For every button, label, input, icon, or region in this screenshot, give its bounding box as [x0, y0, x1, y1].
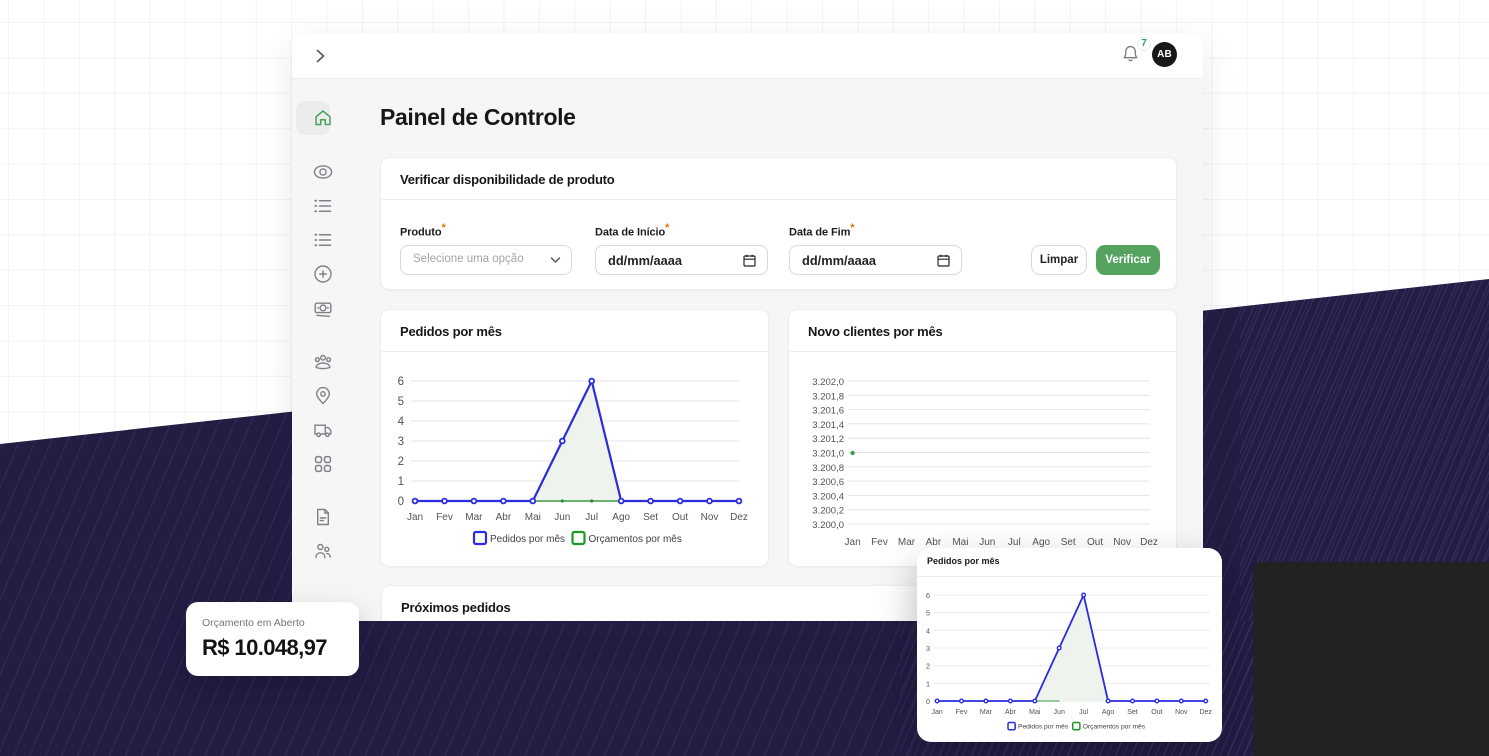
svg-text:Jul: Jul: [1079, 709, 1088, 716]
svg-text:2: 2: [926, 662, 930, 671]
svg-text:Dez: Dez: [730, 512, 748, 523]
svg-text:Mai: Mai: [952, 537, 968, 548]
svg-text:Jun: Jun: [554, 512, 570, 523]
svg-text:Ago: Ago: [612, 512, 630, 523]
svg-text:3.202,0: 3.202,0: [812, 377, 844, 388]
svg-text:2: 2: [398, 456, 404, 468]
svg-text:Orçamentos por mês: Orçamentos por mês: [1083, 724, 1146, 731]
svg-text:3.201,8: 3.201,8: [812, 391, 844, 402]
svg-text:Jan: Jan: [845, 537, 861, 548]
svg-text:Out: Out: [672, 512, 688, 523]
svg-text:Mar: Mar: [898, 537, 916, 548]
svg-text:Set: Set: [643, 512, 658, 523]
svg-text:Jul: Jul: [585, 512, 598, 523]
svg-text:Set: Set: [1061, 537, 1076, 548]
svg-text:3.200,8: 3.200,8: [812, 463, 844, 474]
svg-text:3.201,6: 3.201,6: [812, 406, 844, 417]
svg-text:Mai: Mai: [1029, 709, 1041, 716]
svg-text:3.201,2: 3.201,2: [812, 434, 844, 445]
svg-text:Ago: Ago: [1102, 709, 1115, 716]
svg-text:Nov: Nov: [1175, 709, 1188, 716]
svg-text:3.200,4: 3.200,4: [812, 491, 844, 502]
svg-text:3.201,4: 3.201,4: [812, 420, 844, 431]
svg-text:Mai: Mai: [525, 512, 541, 523]
svg-text:Mar: Mar: [465, 512, 483, 523]
svg-text:Mar: Mar: [980, 709, 993, 716]
svg-text:Set: Set: [1127, 709, 1138, 716]
svg-text:3.200,2: 3.200,2: [812, 506, 844, 517]
svg-text:Abr: Abr: [926, 537, 942, 548]
svg-text:Abr: Abr: [1005, 709, 1017, 716]
svg-text:Jul: Jul: [1008, 537, 1021, 548]
svg-text:Jun: Jun: [1054, 709, 1065, 716]
svg-text:3.200,0: 3.200,0: [812, 520, 844, 531]
svg-text:6: 6: [926, 591, 930, 600]
svg-text:Fev: Fev: [956, 709, 968, 716]
svg-text:4: 4: [926, 626, 930, 635]
svg-text:Dez: Dez: [1199, 709, 1212, 716]
svg-text:Jan: Jan: [931, 709, 942, 716]
svg-text:Out: Out: [1087, 537, 1103, 548]
svg-text:3.201,0: 3.201,0: [812, 449, 844, 460]
svg-text:Nov: Nov: [701, 512, 719, 523]
svg-text:Out: Out: [1151, 709, 1162, 716]
svg-text:Ago: Ago: [1032, 537, 1050, 548]
svg-text:5: 5: [398, 396, 404, 408]
svg-text:0: 0: [926, 697, 930, 706]
svg-text:Orçamentos por mês: Orçamentos por mês: [589, 534, 682, 545]
svg-text:Nov: Nov: [1113, 537, 1131, 548]
svg-text:Jun: Jun: [979, 537, 995, 548]
svg-text:3: 3: [398, 436, 404, 448]
svg-text:0: 0: [398, 496, 404, 508]
svg-text:Pedidos por mês: Pedidos por mês: [490, 534, 565, 545]
svg-text:3.200,6: 3.200,6: [812, 477, 844, 488]
svg-text:1: 1: [926, 679, 930, 688]
svg-text:Fev: Fev: [871, 537, 888, 548]
svg-text:5: 5: [926, 609, 930, 618]
svg-text:Dez: Dez: [1140, 537, 1158, 548]
svg-text:3: 3: [926, 644, 930, 653]
svg-text:Pedidos por mês: Pedidos por mês: [1018, 724, 1069, 731]
svg-text:Jan: Jan: [407, 512, 423, 523]
svg-text:Abr: Abr: [496, 512, 512, 523]
svg-text:1: 1: [398, 476, 404, 488]
svg-text:Fev: Fev: [436, 512, 453, 523]
svg-text:6: 6: [398, 376, 404, 388]
svg-text:4: 4: [398, 416, 405, 428]
